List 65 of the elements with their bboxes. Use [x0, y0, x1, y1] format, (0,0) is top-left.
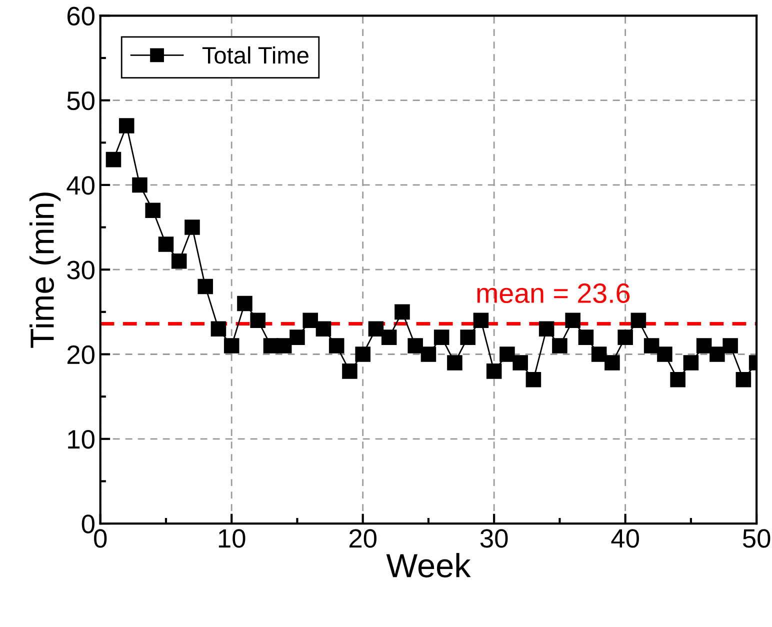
point: [276, 338, 292, 354]
point: [447, 355, 462, 370]
point: [290, 330, 305, 345]
point: [394, 304, 410, 320]
point: [302, 312, 318, 328]
x-tick-label: 0: [94, 529, 107, 548]
point: [171, 254, 187, 269]
y-tick-label: 30: [67, 260, 94, 280]
point: [355, 346, 370, 362]
point: [512, 355, 528, 370]
point: [526, 372, 542, 388]
point: [210, 321, 226, 336]
point: [434, 330, 450, 345]
point: [552, 338, 568, 354]
point: [408, 338, 423, 354]
point: [158, 236, 174, 252]
point: [696, 338, 712, 354]
point: [118, 118, 134, 134]
point: [250, 312, 266, 328]
point: [657, 346, 672, 362]
point: [237, 296, 252, 312]
point: [486, 364, 502, 379]
x-tick-label: 10: [218, 529, 246, 548]
point: [224, 338, 240, 354]
y-tick-label: 10: [68, 430, 94, 449]
point: [328, 338, 344, 354]
x-tick-label: 30: [480, 529, 508, 548]
point: [368, 321, 384, 336]
point: [381, 330, 397, 345]
point: [565, 312, 580, 328]
point: [736, 372, 752, 388]
point: [604, 355, 620, 370]
y-tick-label: 40: [66, 176, 94, 195]
point: [683, 355, 699, 370]
point: [198, 278, 213, 294]
y-tick-label: 0: [82, 514, 94, 534]
point: [106, 152, 122, 168]
point: [670, 372, 686, 388]
point: [500, 346, 515, 362]
point: [722, 338, 738, 354]
point: [132, 177, 148, 193]
point: [710, 346, 725, 362]
point: [473, 312, 489, 328]
legend-label: Total Time: [202, 46, 308, 64]
y-tick-label: 50: [67, 91, 94, 110]
x-tick-label: 40: [611, 529, 639, 548]
y-tick-label: 60: [67, 6, 94, 26]
y-tick-label: 20: [67, 345, 94, 364]
ref-line-label: mean = 23.6: [477, 283, 630, 304]
point: [644, 338, 660, 354]
x-tick-label: 50: [742, 529, 770, 548]
x-tick-label: 20: [349, 529, 376, 548]
point: [342, 364, 358, 379]
point: [538, 321, 554, 336]
point: [145, 202, 160, 218]
point: [460, 330, 476, 345]
point: [420, 346, 436, 362]
point: [578, 330, 594, 345]
point: [630, 312, 646, 328]
point: [591, 346, 607, 362]
point: [184, 220, 200, 235]
point: [618, 330, 633, 345]
y-axis-title: Time (min): [30, 192, 61, 348]
x-axis-title: Week: [386, 553, 471, 578]
point: [316, 321, 332, 336]
